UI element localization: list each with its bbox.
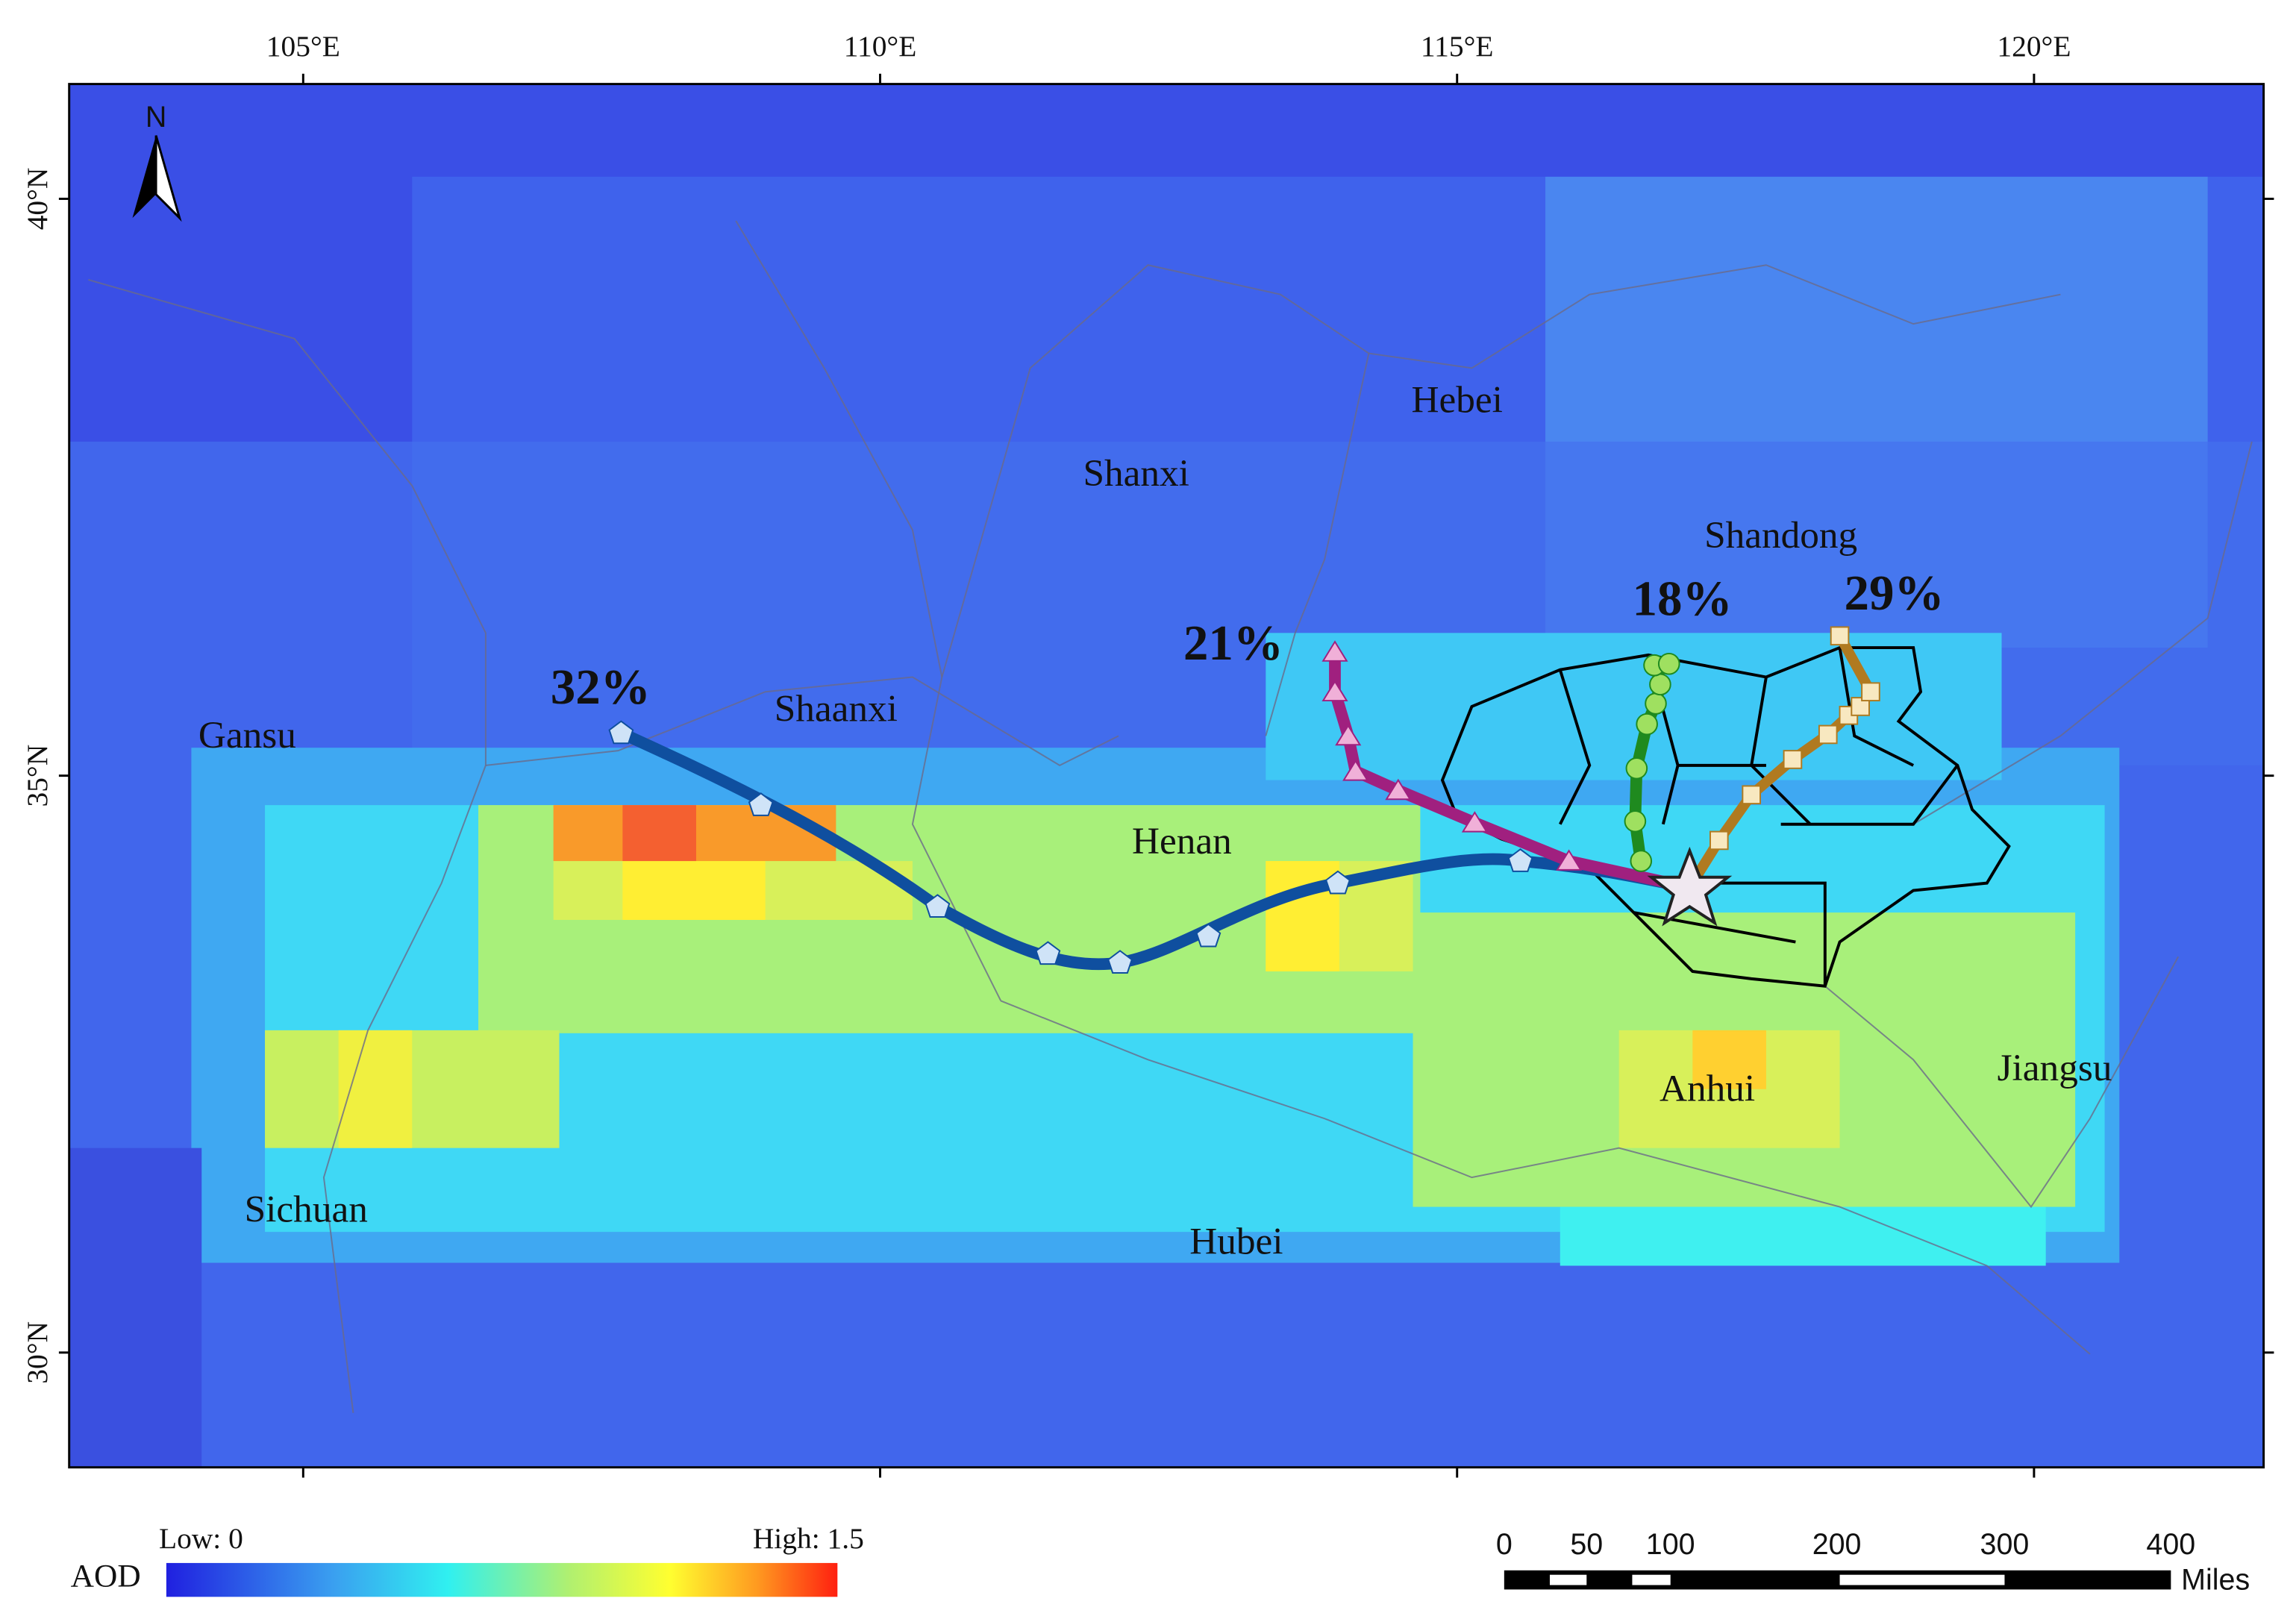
region-label: Anhui — [1660, 1068, 1755, 1110]
lat-label: 35°N — [21, 745, 54, 807]
pentagon-markers — [608, 720, 1533, 974]
lon-label: 105°E — [266, 30, 340, 63]
circle-markers — [1624, 652, 1680, 872]
region-label: Henan — [1132, 820, 1232, 862]
graticule-ticks — [58, 73, 2274, 1478]
lon-label: 120°E — [1997, 30, 2071, 63]
scale-tick: 400 — [2146, 1528, 2195, 1561]
scale-tick: 100 — [1646, 1528, 1695, 1561]
lon-label: 110°E — [844, 30, 917, 63]
region-label: Hebei — [1412, 378, 1503, 421]
region-label: Shanxi — [1083, 452, 1189, 495]
scale-tick: 200 — [1812, 1528, 1862, 1561]
north-label: N — [146, 101, 166, 134]
region-label: Hubei — [1189, 1221, 1283, 1263]
trajectory-share: 29% — [1844, 565, 1944, 621]
scale-tick: 300 — [1980, 1528, 2030, 1561]
lat-label: 30°N — [21, 1321, 54, 1384]
legend-title: AOD — [71, 1558, 141, 1594]
trajectory-share: 32% — [551, 659, 651, 715]
scale-tick: 50 — [1570, 1528, 1603, 1561]
receptor-star — [1647, 846, 1733, 927]
scale-unit: Miles — [2181, 1563, 2250, 1596]
trajectory-share: 21% — [1183, 615, 1283, 671]
scale-bar: 0 50 100 200 300 400 Miles — [1496, 1528, 2250, 1596]
trajectory-share: 18% — [1632, 571, 1732, 627]
lat-label: 40°N — [21, 168, 54, 231]
legend-low: Low: 0 — [159, 1522, 243, 1555]
color-legend: AOD Low: 0 High: 1.5 — [71, 1522, 864, 1597]
color-bar — [166, 1562, 838, 1597]
region-label: Shaanxi — [775, 688, 898, 730]
legend-high: High: 1.5 — [753, 1522, 864, 1555]
region-label: Sichuan — [245, 1188, 368, 1230]
lon-label: 115°E — [1421, 30, 1494, 63]
region-label: Gansu — [198, 714, 296, 757]
province-boundaries — [88, 220, 2253, 1413]
region-label: Jiangsu — [1998, 1047, 2112, 1089]
square-markers — [1709, 626, 1880, 851]
triangle-markers — [1321, 640, 1583, 871]
trajectories — [608, 626, 1880, 974]
scale-tick: 0 — [1496, 1528, 1513, 1561]
shandong-counties — [1440, 646, 2011, 988]
aod-raster — [69, 84, 2264, 1468]
region-label: Shandong — [1704, 514, 1857, 557]
